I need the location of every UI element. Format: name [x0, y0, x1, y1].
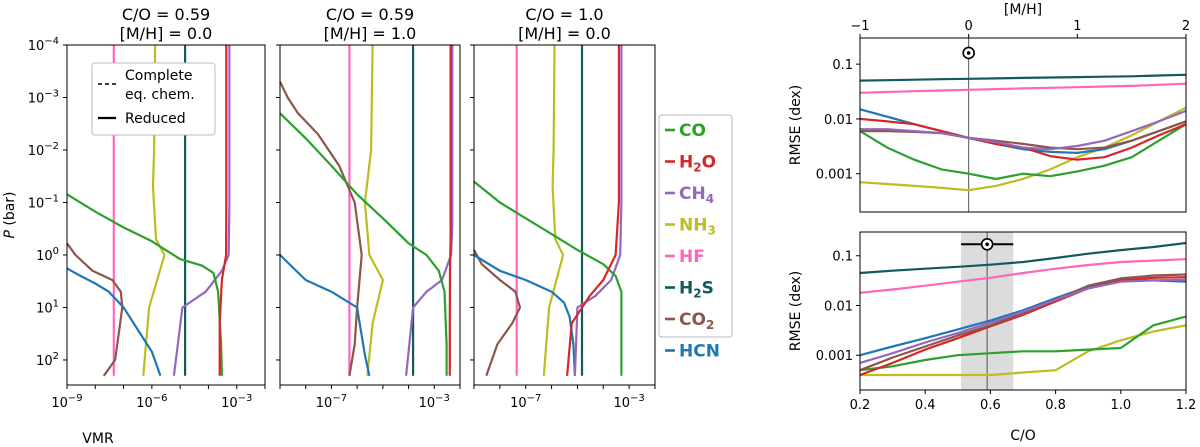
legend-entry-reduced: Reduced [125, 111, 186, 127]
rmse-h2o-line [859, 276, 1187, 377]
species-label-ch4: CH4 [679, 184, 714, 206]
rmse-h2s-line [859, 73, 1187, 82]
x-tick-label: 1.2 [1176, 398, 1197, 413]
y-tick-label: 0.1 [832, 58, 853, 73]
species-label-h2s: H2S [679, 279, 714, 301]
rmse-hf-line [859, 82, 1187, 94]
x-axis-label-co: C/O [1010, 428, 1036, 444]
panel-title-mh: [M/H] = 0.0 [120, 24, 213, 43]
x-tick-label: 0.8 [1045, 398, 1066, 413]
panel-title-mh: [M/H] = 0.0 [518, 24, 611, 43]
series-hcn-line [66, 267, 162, 377]
profile-frame [66, 44, 266, 386]
species-label-nh3: NH3 [679, 216, 716, 238]
species-label-co2: CO2 [679, 310, 714, 332]
series-co-line [66, 193, 223, 376]
legend-box [91, 62, 216, 136]
legend-entry-complete: Complete [125, 68, 192, 84]
series-ch4-line [172, 45, 231, 376]
profile-frame [279, 44, 461, 386]
series-ch4-line [573, 45, 623, 376]
series-nh3-line [142, 44, 166, 376]
y-axis-label-rmse: RMSE (dex) [788, 271, 804, 351]
legend-entry-complete-2: eq. chem. [125, 87, 195, 103]
series-co-line [473, 180, 623, 376]
rmse-co-line [859, 123, 1187, 181]
series-hcn-line [473, 254, 576, 376]
y-tick-label: 10−4 [28, 36, 59, 54]
solar-marker-dot [985, 242, 989, 247]
x-tick-label: 1.0 [1110, 398, 1131, 413]
x-tick-label: 0.6 [980, 398, 1001, 413]
rmse-hf-line [859, 258, 1187, 294]
series-co2-line [66, 242, 124, 377]
y-tick-label: 10−3 [28, 88, 59, 106]
species-label-h2o: H2O [679, 153, 716, 175]
x-tick-label: −1 [850, 19, 869, 34]
y-tick-label: 0.1 [832, 250, 853, 265]
series-h2o-line [448, 45, 452, 376]
species-label-hcn: HCN [679, 342, 720, 362]
y-tick-label: 100 [36, 246, 59, 264]
rmse-hcn-line [859, 279, 1187, 357]
species-label-hf: HF [679, 247, 705, 267]
rmse-frame [859, 231, 1187, 391]
x-axis-label-mh: [M/H] [1004, 2, 1042, 18]
y-tick-label: 10−2 [28, 141, 59, 159]
species-label-co: CO [679, 121, 706, 141]
y-tick-label: 0.01 [824, 299, 853, 314]
rmse-nh3-line [859, 106, 1187, 192]
rmse-co2-line [859, 273, 1187, 372]
rmse-h2s-line [859, 241, 1187, 275]
x-tick-label: 0 [965, 19, 973, 34]
rmse-ch4-line [859, 278, 1187, 364]
rmse-nh3-line [860, 324, 1187, 377]
panel-title-mh: [M/H] = 1.0 [324, 24, 417, 43]
y-axis-label: P (bar) [2, 191, 18, 238]
y-tick-label: 101 [36, 298, 59, 316]
x-tick-label: 10−3 [419, 393, 450, 411]
x-tick-label: 10−3 [613, 393, 644, 411]
rmse-frame [859, 37, 1187, 213]
x-tick-label: 10−7 [316, 393, 347, 411]
y-tick-label: 102 [36, 351, 59, 369]
panel-title-co: C/O = 1.0 [525, 5, 603, 24]
y-tick-label: 0.01 [824, 113, 853, 128]
series-h2o-line [218, 45, 228, 376]
x-tick-label: 10−9 [51, 393, 82, 411]
x-tick-label: 10−7 [510, 393, 541, 411]
panel-title-co: C/O = 0.59 [122, 5, 210, 24]
x-tick-label: 10−3 [221, 393, 252, 411]
x-tick-label: 0.2 [850, 398, 871, 413]
x-tick-label: 0.4 [915, 398, 936, 413]
series-h2o-line [566, 45, 621, 376]
species-legend-box [658, 114, 733, 338]
y-tick-label: 0.001 [816, 349, 853, 364]
x-tick-label: 2 [1182, 19, 1190, 34]
y-tick-label: 10−1 [28, 193, 59, 211]
series-hcn-line [279, 254, 371, 377]
series-nh3-line [363, 44, 384, 376]
series-co-line [279, 112, 448, 376]
x-axis-label: VMR [82, 431, 114, 447]
series-nh3-line [542, 44, 565, 376]
x-tick-label: 10−6 [136, 393, 167, 411]
rmse-co-line [859, 315, 1187, 372]
y-axis-label-rmse: RMSE (dex) [788, 85, 804, 165]
series-co2-line [473, 249, 522, 377]
panel-title-co: C/O = 0.59 [326, 5, 414, 24]
profile-frame [473, 44, 656, 386]
y-tick-label: 0.001 [816, 168, 853, 183]
x-tick-label: 1 [1073, 19, 1081, 34]
solar-marker-dot [966, 51, 971, 55]
rmse-ch4-line [860, 109, 1187, 151]
